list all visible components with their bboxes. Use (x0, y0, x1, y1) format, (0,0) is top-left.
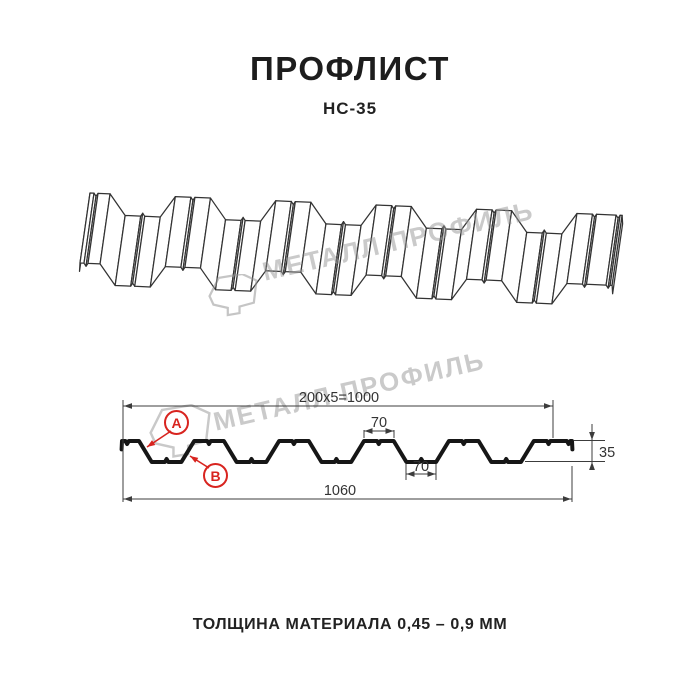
marker-b-badge: В (203, 463, 228, 488)
cross-section-profile (119, 439, 575, 464)
dim-total-width: 1060 (324, 483, 356, 499)
dim-working-width: 200x5=1000 (299, 390, 379, 406)
profile-model-label: НС-35 (322, 99, 378, 118)
marker-a-badge: А (164, 410, 189, 435)
dim-bottom-flange: 70 (413, 459, 429, 475)
page-title: ПРОФЛИСТ (250, 50, 450, 87)
sheet-3d-view (78, 192, 624, 305)
metall-profil-logo-icon (149, 403, 211, 465)
dimension-lines (122, 400, 605, 502)
dim-top-flange: 70 (371, 415, 387, 431)
material-thickness-note: ТОЛЩИНА МАТЕРИАЛА 0,45 – 0,9 ММ (192, 616, 508, 633)
metall-profil-logo-icon (208, 272, 258, 322)
dim-profile-height: 35 (599, 445, 615, 461)
